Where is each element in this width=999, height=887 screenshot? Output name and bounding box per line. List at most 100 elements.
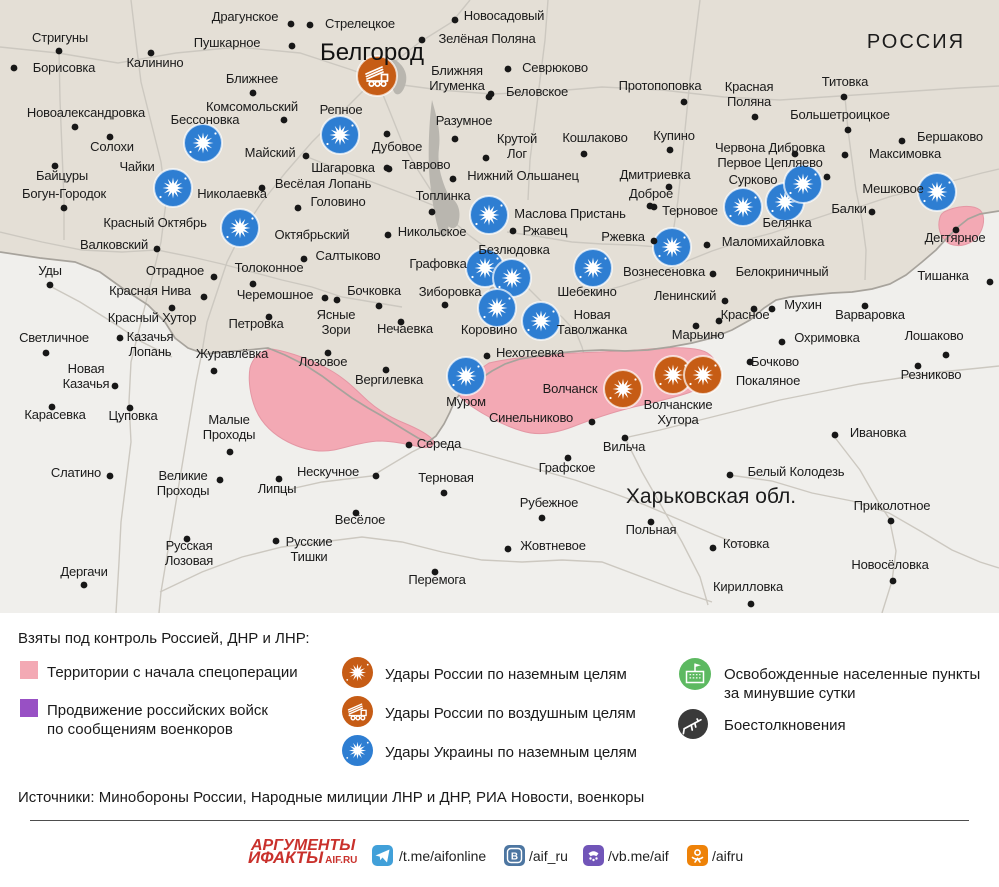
town-dot bbox=[48, 403, 56, 411]
town-dot bbox=[504, 65, 512, 73]
town-dot bbox=[51, 162, 59, 170]
town-label: Вергилевка bbox=[355, 372, 424, 387]
divider bbox=[30, 820, 969, 821]
viber-icon[interactable] bbox=[583, 845, 604, 866]
town-label: Майский bbox=[245, 145, 296, 160]
town-label: Дергачи bbox=[60, 564, 107, 579]
town-label: Нехотеевка bbox=[496, 345, 565, 360]
town-dot bbox=[665, 183, 673, 191]
town-label: Слатино bbox=[51, 465, 101, 480]
vk-icon[interactable]: B bbox=[504, 845, 525, 866]
roads-layer bbox=[0, 0, 999, 614]
town-dot bbox=[60, 204, 68, 212]
strike-ukraine-marker bbox=[477, 288, 517, 328]
town-label: Нескучное bbox=[297, 464, 359, 479]
town-label: Волчанские Хутора bbox=[644, 397, 713, 427]
town-dot bbox=[747, 600, 755, 608]
town-label: Безлюдовка bbox=[478, 242, 550, 257]
town-dot bbox=[375, 302, 383, 310]
town-dot bbox=[823, 173, 831, 181]
viber-handle[interactable]: /vb.me/aif bbox=[608, 848, 669, 864]
telegram-handle[interactable]: /t.me/aifonline bbox=[399, 848, 487, 864]
town-dot bbox=[126, 404, 134, 412]
town-label: Ржевка bbox=[601, 229, 645, 244]
strike-ukraine-marker bbox=[220, 208, 260, 248]
vk-handle[interactable]: /aif_ru bbox=[529, 848, 568, 864]
town-label: Графовка bbox=[409, 256, 467, 271]
region-label-kharkiv: Харьковская обл. bbox=[626, 485, 796, 508]
town-label: Ленинский bbox=[654, 288, 716, 303]
town-dot bbox=[650, 203, 658, 211]
strike-ukraine-marker bbox=[521, 301, 561, 341]
town-dot bbox=[440, 489, 448, 497]
town-label: Севрюково bbox=[522, 60, 588, 75]
town-label: Зиборовка bbox=[419, 284, 483, 299]
town-dot bbox=[265, 313, 273, 321]
town-label: Шагаровка bbox=[311, 160, 376, 175]
map-canvas: Стригуны Борисовка Калинино Новоалександров… bbox=[0, 0, 999, 614]
town-label: Уды bbox=[38, 263, 62, 278]
town-label: Богун-Городок bbox=[22, 186, 107, 201]
strike-ukraine-marker bbox=[153, 168, 193, 208]
town-label: Журавлёвка bbox=[196, 346, 269, 361]
town-dot bbox=[226, 448, 234, 456]
town-dot bbox=[200, 293, 208, 301]
town-label: Новосёловка bbox=[851, 557, 929, 572]
town-label: Мухин bbox=[784, 297, 821, 312]
town-label: Русская Лозовая bbox=[165, 538, 213, 568]
town-label: Калинино bbox=[127, 55, 184, 70]
town-dot bbox=[431, 568, 439, 576]
town-dot bbox=[106, 133, 114, 141]
town-label: Новосадовый bbox=[464, 8, 544, 23]
ok-handle[interactable]: /aifru bbox=[712, 848, 744, 864]
town-label: Покаляное bbox=[736, 373, 800, 388]
strike-ukraine-marker bbox=[469, 195, 509, 235]
town-dot bbox=[210, 273, 218, 281]
town-dot bbox=[914, 362, 922, 370]
town-label: Ржавец bbox=[523, 223, 569, 238]
town-label: Купино bbox=[653, 128, 695, 143]
town-label: Графское bbox=[539, 460, 596, 475]
town-dot bbox=[71, 123, 79, 131]
town-label: Карасевка bbox=[24, 407, 86, 422]
town-dot bbox=[509, 227, 517, 235]
town-dot bbox=[405, 441, 413, 449]
town-label: Ясные Зори bbox=[317, 307, 356, 337]
town-dot bbox=[692, 322, 700, 330]
town-dot bbox=[10, 64, 18, 72]
town-dot bbox=[287, 20, 295, 28]
town-dot bbox=[768, 305, 776, 313]
town-dot bbox=[333, 296, 341, 304]
town-label: Кирилловка bbox=[713, 579, 784, 594]
town-dot bbox=[588, 418, 596, 426]
town-label: Весёлое bbox=[335, 512, 385, 527]
town-label: Никольское bbox=[398, 224, 467, 239]
town-label: Котовка bbox=[723, 536, 770, 551]
town-label: Стрелецкое bbox=[325, 16, 395, 31]
town-dots-layer bbox=[10, 16, 994, 608]
town-dot bbox=[249, 89, 257, 97]
town-label: Красная Нива bbox=[109, 283, 192, 298]
town-dot bbox=[680, 98, 688, 106]
town-label: Отрадное bbox=[146, 263, 204, 278]
town-dot bbox=[116, 334, 124, 342]
russia-air-strike-icon bbox=[342, 696, 373, 727]
airstrike-russia-marker bbox=[356, 55, 398, 97]
town-label: Репное bbox=[320, 102, 363, 117]
town-dot bbox=[942, 351, 950, 359]
town-label: Бочково bbox=[751, 354, 799, 369]
map: Стригуны Борисовка Калинино Новоалександров… bbox=[0, 0, 999, 614]
legend-liberated-label: Освобожденные населенные пункты за минув… bbox=[724, 666, 981, 702]
town-dot bbox=[302, 152, 310, 160]
town-label: Нижний Ольшанец bbox=[467, 168, 579, 183]
town-label: Маслова Пристань bbox=[514, 206, 626, 221]
ok-icon[interactable] bbox=[687, 845, 708, 866]
town-dot bbox=[46, 281, 54, 289]
town-dot bbox=[294, 204, 302, 212]
town-label: Червона Дибровка bbox=[715, 140, 826, 155]
town-label: Крутой Лог bbox=[497, 131, 537, 161]
town-label: Большетроицкое bbox=[790, 107, 890, 122]
telegram-icon[interactable] bbox=[372, 845, 393, 866]
town-label: Драгунское bbox=[212, 9, 278, 24]
strike-ukraine-marker bbox=[783, 164, 823, 204]
